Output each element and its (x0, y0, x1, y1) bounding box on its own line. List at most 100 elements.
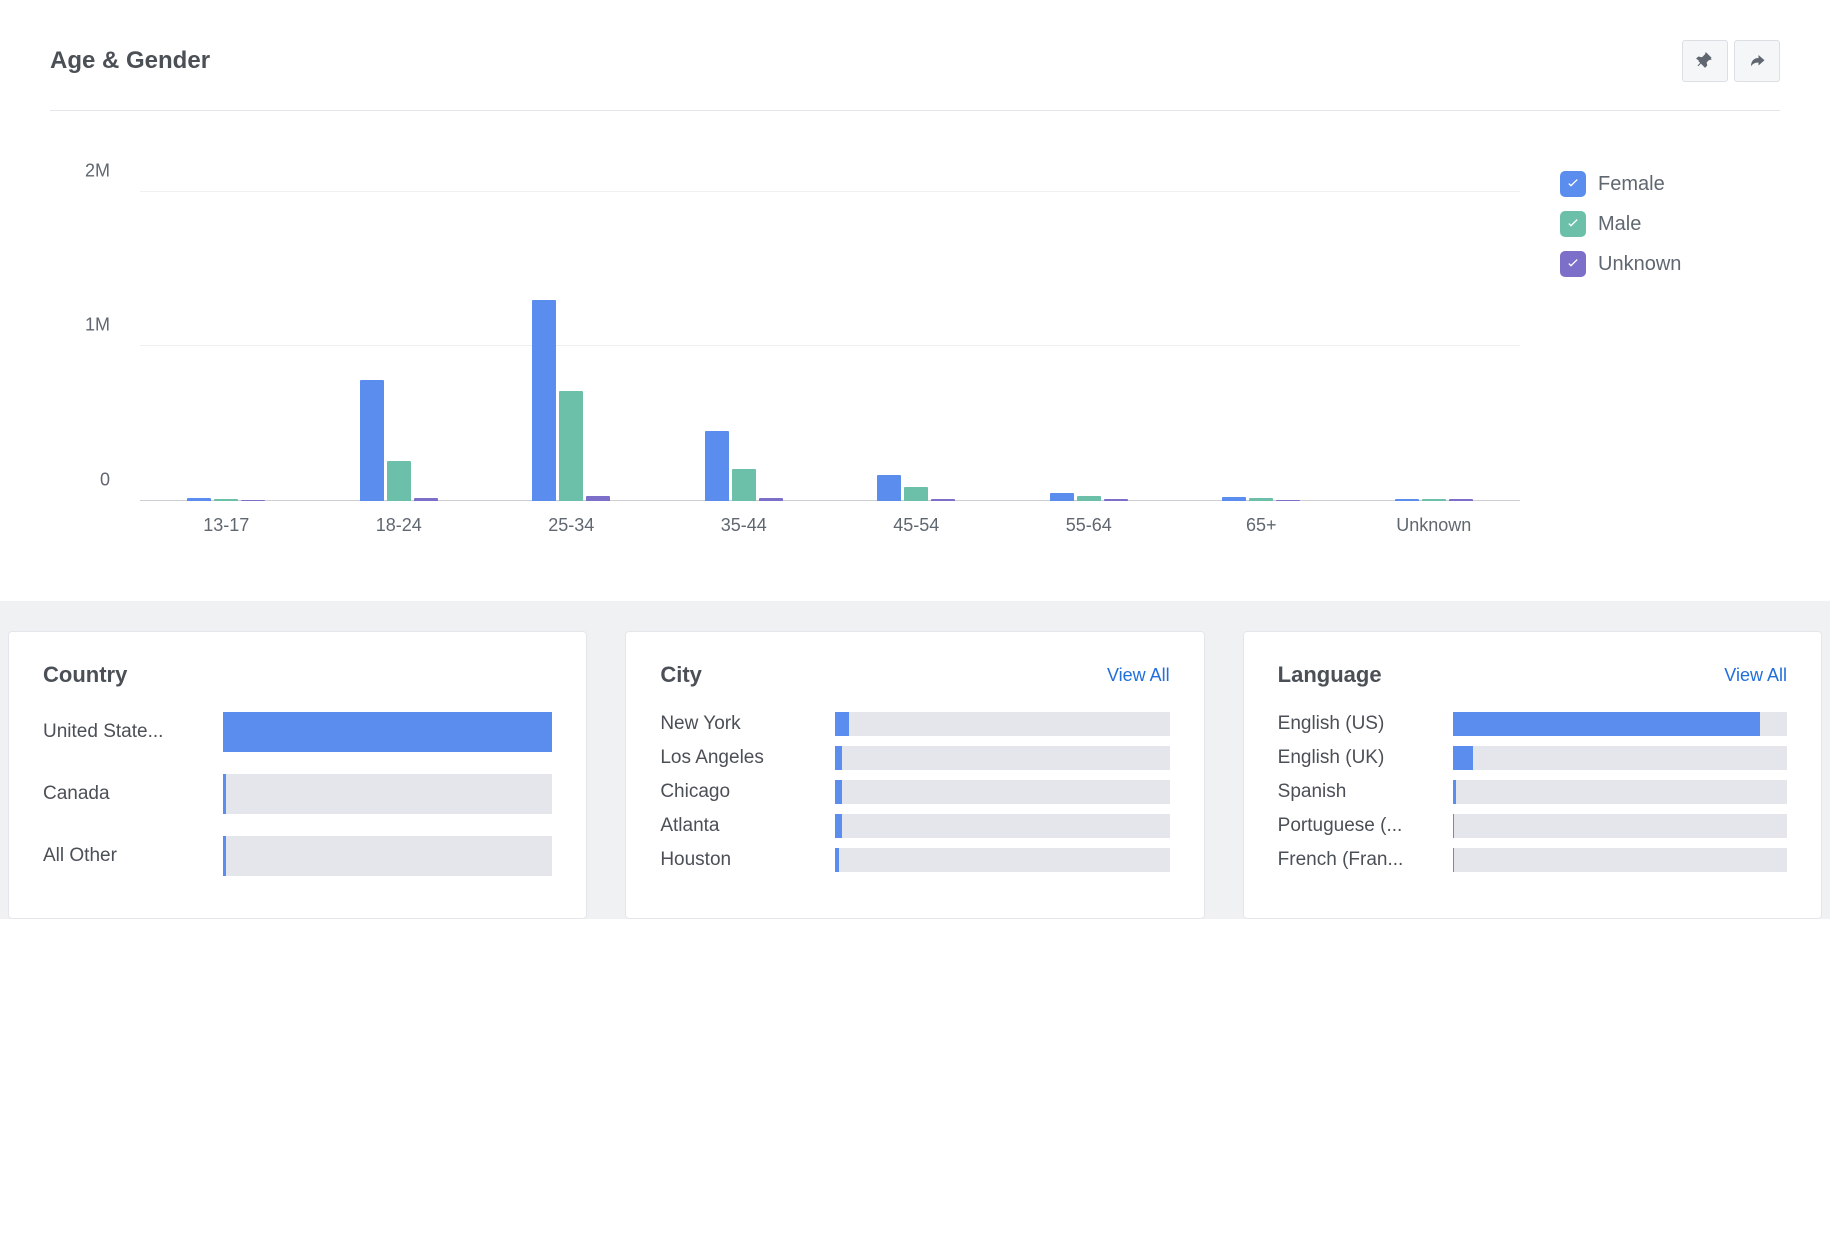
country-list: United State... Canada All Other (43, 712, 552, 876)
y-axis: 01M2M (50, 161, 120, 501)
stat-bar-fill (835, 848, 838, 872)
stat-row[interactable]: All Other (43, 836, 552, 876)
share-icon (1748, 52, 1766, 70)
share-button[interactable] (1734, 40, 1780, 82)
legend-label: Female (1598, 173, 1665, 196)
stat-row[interactable]: English (US) (1278, 712, 1787, 736)
stat-label: All Other (43, 845, 203, 867)
stat-bar-fill (835, 712, 848, 736)
pin-icon (1696, 52, 1714, 70)
check-icon (1565, 176, 1581, 192)
x-tick-label: 13-17 (176, 501, 276, 541)
x-tick-label: 18-24 (349, 501, 449, 541)
y-tick-label: 2M (85, 160, 110, 181)
bar-group (1039, 493, 1139, 501)
stat-label: Spanish (1278, 781, 1433, 803)
bar-group (349, 380, 449, 501)
card-title: Language (1278, 662, 1382, 688)
stat-bar-track (223, 836, 552, 876)
stat-row[interactable]: Los Angeles (660, 746, 1169, 770)
x-tick-label: 65+ (1211, 501, 1311, 541)
stat-bar-fill (835, 814, 842, 838)
check-icon (1565, 216, 1581, 232)
stat-bar-track (835, 712, 1169, 736)
card-title: City (660, 662, 702, 688)
country-card: Country United State... Canada All Other (8, 631, 587, 919)
chart-bar[interactable] (559, 391, 583, 501)
x-tick-label: Unknown (1384, 501, 1484, 541)
stat-label: United State... (43, 721, 203, 743)
legend-item[interactable]: Male (1560, 211, 1780, 237)
stat-bar-track (1453, 712, 1787, 736)
stat-bar-fill (1453, 814, 1455, 838)
bars-row (140, 161, 1520, 501)
x-tick-label: 55-64 (1039, 501, 1139, 541)
stat-bar-fill (1453, 712, 1761, 736)
chart-bar[interactable] (360, 380, 384, 501)
stat-bar-fill (1453, 746, 1473, 770)
stat-row[interactable]: Houston (660, 848, 1169, 872)
stat-label: French (Fran... (1278, 849, 1433, 871)
x-tick-label: 25-34 (521, 501, 621, 541)
stat-label: Atlanta (660, 815, 815, 837)
x-axis-labels: 13-17 18-24 25-34 35-44 45-54 55-64 65+ Unknown (140, 501, 1520, 541)
chart-bar[interactable] (705, 431, 729, 501)
city-card: City View All New York Los Angeles Chicago… (625, 631, 1204, 919)
stat-bar-fill (223, 836, 226, 876)
stat-row[interactable]: Portuguese (... (1278, 814, 1787, 838)
stat-row[interactable]: United State... (43, 712, 552, 752)
legend-checkbox[interactable] (1560, 251, 1586, 277)
language-list: English (US) English (UK) Spanish Portugues… (1278, 712, 1787, 872)
view-all-link[interactable]: View All (1107, 665, 1170, 686)
panel-header: Age & Gender (50, 40, 1780, 111)
chart-area: 01M2M 13-17 18-24 25-34 35-44 45-54 55-64 65+ U… (50, 161, 1520, 541)
pin-button[interactable] (1682, 40, 1728, 82)
stat-bar-fill (223, 774, 226, 814)
panel-title: Age & Gender (50, 47, 210, 75)
stat-row[interactable]: English (UK) (1278, 746, 1787, 770)
stat-row[interactable]: New York (660, 712, 1169, 736)
bar-group (694, 431, 794, 501)
stat-label: English (US) (1278, 713, 1433, 735)
chart-legend: Female Male Unknown (1520, 161, 1780, 541)
stat-row[interactable]: Canada (43, 774, 552, 814)
legend-checkbox[interactable] (1560, 211, 1586, 237)
x-tick-label: 45-54 (866, 501, 966, 541)
legend-checkbox[interactable] (1560, 171, 1586, 197)
language-card: Language View All English (US)English (U… (1243, 631, 1822, 919)
panel-actions (1682, 40, 1780, 82)
stat-bar-fill (1453, 780, 1456, 804)
card-title: Country (43, 662, 127, 688)
stat-label: New York (660, 713, 815, 735)
chart-bar[interactable] (532, 300, 556, 501)
stat-bar-fill (835, 780, 842, 804)
stat-label: Portuguese (... (1278, 815, 1433, 837)
stat-bar-track (223, 712, 552, 752)
stat-label: Houston (660, 849, 815, 871)
legend-label: Unknown (1598, 253, 1681, 276)
bar-group (521, 300, 621, 501)
stat-row[interactable]: Chicago (660, 780, 1169, 804)
city-list: New York Los Angeles Chicago Atlanta Houston (660, 712, 1169, 872)
stat-bar-track (1453, 746, 1787, 770)
chart-plot (140, 161, 1520, 501)
chart-bar[interactable] (877, 475, 901, 501)
chart-bar[interactable] (732, 469, 756, 501)
chart-bar[interactable] (1050, 493, 1074, 501)
stat-row[interactable]: Atlanta (660, 814, 1169, 838)
stat-row[interactable]: French (Fran... (1278, 848, 1787, 872)
chart-wrap: 01M2M 13-17 18-24 25-34 35-44 45-54 55-64 65+ U… (50, 161, 1780, 541)
stat-bar-fill (223, 712, 552, 752)
legend-item[interactable]: Unknown (1560, 251, 1780, 277)
chart-bar[interactable] (387, 461, 411, 501)
chart-bar[interactable] (904, 487, 928, 501)
stat-bar-track (835, 780, 1169, 804)
stat-row[interactable]: Spanish (1278, 780, 1787, 804)
stat-bar-track (1453, 780, 1787, 804)
bar-group (866, 475, 966, 501)
x-tick-label: 35-44 (694, 501, 794, 541)
y-tick-label: 0 (100, 470, 110, 491)
stat-label: Los Angeles (660, 747, 815, 769)
legend-item[interactable]: Female (1560, 171, 1780, 197)
view-all-link[interactable]: View All (1724, 665, 1787, 686)
